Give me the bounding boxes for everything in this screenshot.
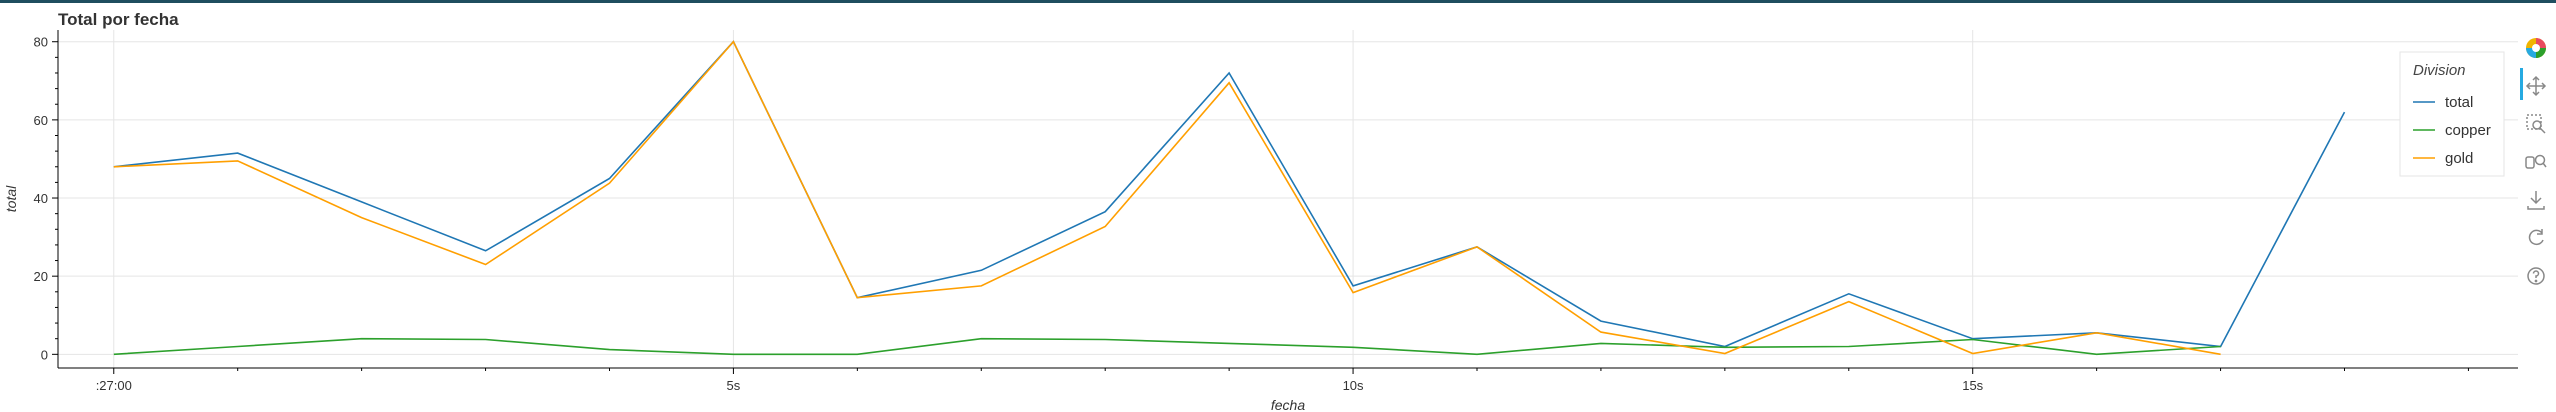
- y-tick-label: 40: [34, 191, 48, 206]
- reset-icon[interactable]: [2522, 224, 2550, 252]
- x-tick-label: 5s: [727, 378, 741, 393]
- legend-item-label[interactable]: copper: [2445, 122, 2491, 139]
- wheel-zoom-icon[interactable]: [2522, 148, 2550, 176]
- bokeh-logo-icon[interactable]: [2522, 34, 2550, 62]
- chart-title: Total por fecha: [58, 10, 179, 29]
- save-icon[interactable]: [2522, 186, 2550, 214]
- legend-item-label[interactable]: gold: [2445, 150, 2473, 167]
- top-border: [0, 0, 2556, 3]
- y-tick-label: 80: [34, 35, 48, 50]
- grid-lines: [58, 30, 2518, 368]
- y-tick-label: 20: [34, 269, 48, 284]
- series-line-gold: [113, 40, 2221, 356]
- series-line-copper: [113, 337, 2221, 356]
- series-lines: [113, 40, 2346, 356]
- x-axis-label: fecha: [1271, 397, 1305, 412]
- pan-icon[interactable]: [2522, 72, 2550, 100]
- x-tick-label: :27:00: [96, 378, 132, 393]
- legend-box: [2399, 51, 2505, 177]
- box-zoom-icon[interactable]: [2522, 110, 2550, 138]
- y-tick-label: 60: [34, 113, 48, 128]
- help-icon[interactable]: [2522, 262, 2550, 290]
- series-line-total: [113, 40, 2346, 348]
- legend-item-label[interactable]: total: [2445, 94, 2473, 111]
- legend-title: Division: [2413, 62, 2466, 79]
- legend[interactable]: Division total copper gold: [2399, 51, 2505, 177]
- x-tick-label: 10s: [1343, 378, 1364, 393]
- y-tick-label: 0: [41, 347, 48, 362]
- y-axis-label: total: [3, 185, 19, 212]
- chart-toolbar: [2518, 34, 2554, 304]
- x-tick-label: 15s: [1962, 378, 1983, 393]
- active-tool-indicator: [2520, 68, 2523, 100]
- axes: :27:00 5s 10s 15s 0 20 40 60 80 total fecha: [3, 30, 2518, 412]
